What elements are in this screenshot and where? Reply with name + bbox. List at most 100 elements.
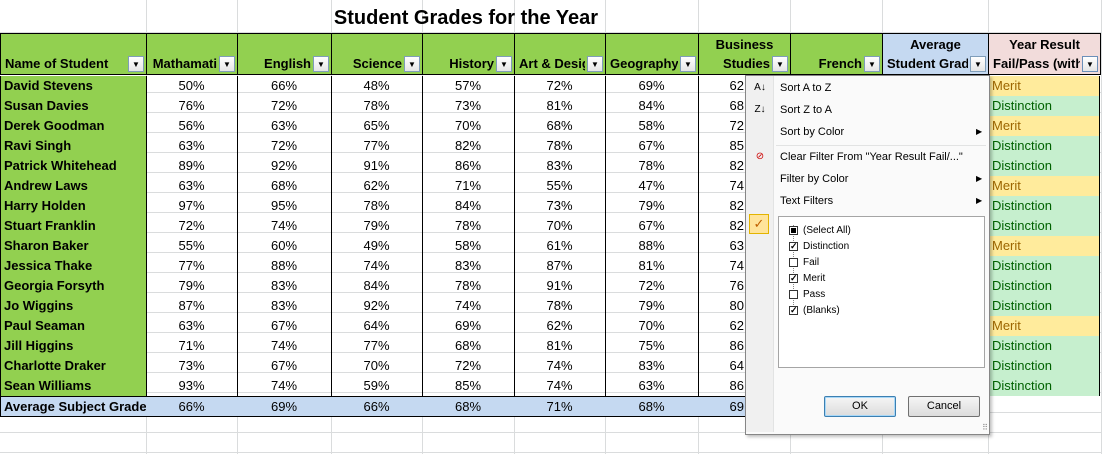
score-cell[interactable]: 62%	[331, 176, 423, 196]
checkbox[interactable]	[789, 258, 798, 267]
score-cell[interactable]: 74%	[422, 296, 515, 316]
year-result-cell[interactable]: Distinction	[988, 356, 1100, 376]
student-name-cell[interactable]: David Stevens	[0, 76, 147, 96]
score-cell[interactable]: 86%	[422, 156, 515, 176]
year-result-cell[interactable]: Distinction	[988, 136, 1100, 156]
student-name-cell[interactable]: Susan Davies	[0, 96, 147, 116]
score-cell[interactable]: 91%	[331, 156, 423, 176]
student-name-cell[interactable]: Sean Williams	[0, 376, 147, 396]
score-cell[interactable]: 63%	[146, 136, 238, 156]
year-result-cell[interactable]: Merit	[988, 236, 1100, 256]
student-name-cell[interactable]: Charlotte Draker	[0, 356, 147, 376]
score-cell[interactable]: 74%	[514, 376, 606, 396]
score-cell[interactable]: 80	[729, 298, 744, 313]
menu-clear-filter[interactable]: Clear Filter From "Year Result Fail/..."	[780, 151, 963, 163]
filter-item[interactable]: Merit	[789, 271, 825, 287]
score-cell[interactable]: 66%	[237, 76, 332, 96]
score-cell[interactable]: 76	[729, 278, 744, 293]
score-cell[interactable]: 84%	[331, 276, 423, 296]
score-cell[interactable]: 78%	[331, 96, 423, 116]
average-score-cell[interactable]: 68%	[422, 396, 515, 417]
student-name-cell[interactable]: Jill Higgins	[0, 336, 147, 356]
filter-item[interactable]: Fail	[789, 255, 819, 271]
score-cell[interactable]: 70%	[331, 356, 423, 376]
score-cell[interactable]: 50%	[146, 76, 238, 96]
score-cell[interactable]: 72%	[422, 356, 515, 376]
ok-button[interactable]: OK	[824, 396, 896, 417]
score-cell[interactable]: 72%	[237, 96, 332, 116]
average-score-cell[interactable]: 66%	[331, 396, 423, 417]
score-cell[interactable]: 65%	[331, 116, 423, 136]
score-cell[interactable]: 71%	[422, 176, 515, 196]
score-cell[interactable]: 67%	[605, 216, 699, 236]
score-cell[interactable]: 72%	[605, 276, 699, 296]
score-cell[interactable]: 73%	[422, 96, 515, 116]
header-history[interactable]: History ▼	[422, 33, 515, 75]
score-cell[interactable]: 84%	[422, 196, 515, 216]
score-cell[interactable]: 72	[729, 118, 744, 133]
student-name-cell[interactable]: Jo Wiggins	[0, 296, 147, 316]
score-cell[interactable]: 77%	[331, 336, 423, 356]
score-cell[interactable]: 69%	[605, 76, 699, 96]
student-name-cell[interactable]: Ravi Singh	[0, 136, 147, 156]
score-cell[interactable]: 87%	[514, 256, 606, 276]
score-cell[interactable]: 72%	[237, 136, 332, 156]
score-cell[interactable]: 72%	[146, 216, 238, 236]
score-cell[interactable]: 88%	[237, 256, 332, 276]
score-cell[interactable]: 89%	[146, 156, 238, 176]
score-cell[interactable]: 81%	[514, 336, 606, 356]
score-cell[interactable]: 74%	[514, 356, 606, 376]
score-cell[interactable]: 63	[729, 238, 744, 253]
score-cell[interactable]: 78%	[422, 276, 515, 296]
average-score-cell[interactable]: 66%	[146, 396, 238, 417]
score-cell[interactable]: 87%	[146, 296, 238, 316]
score-cell[interactable]: 79%	[605, 196, 699, 216]
header-name-of-student[interactable]: Name of Student ▼	[0, 33, 147, 75]
filter-dropdown-button[interactable]: ▼	[970, 56, 986, 72]
score-cell[interactable]: 63%	[146, 316, 238, 336]
score-cell[interactable]: 83%	[237, 276, 332, 296]
score-cell[interactable]: 74%	[331, 256, 423, 276]
score-cell[interactable]: 74%	[237, 376, 332, 396]
score-cell[interactable]: 55%	[514, 176, 606, 196]
score-cell[interactable]: 61%	[514, 236, 606, 256]
score-cell[interactable]: 68%	[237, 176, 332, 196]
average-score-cell[interactable]: 71%	[514, 396, 606, 417]
score-cell[interactable]: 74%	[237, 336, 332, 356]
score-cell[interactable]: 60%	[237, 236, 332, 256]
score-cell[interactable]: 76%	[146, 96, 238, 116]
score-cell[interactable]: 79%	[605, 296, 699, 316]
score-cell[interactable]: 70%	[605, 316, 699, 336]
score-cell[interactable]: 49%	[331, 236, 423, 256]
score-cell[interactable]: 97%	[146, 196, 238, 216]
checkbox[interactable]	[789, 290, 798, 299]
year-result-cell[interactable]: Distinction	[988, 196, 1100, 216]
score-cell[interactable]: 68	[729, 98, 744, 113]
score-cell[interactable]: 63%	[237, 116, 332, 136]
average-score-cell[interactable]: 69	[698, 396, 746, 417]
filter-dropdown-button[interactable]: ▼	[128, 56, 144, 72]
score-cell[interactable]: 73%	[146, 356, 238, 376]
checkbox[interactable]	[789, 274, 798, 283]
score-cell[interactable]: 81%	[605, 256, 699, 276]
score-cell[interactable]: 81%	[514, 96, 606, 116]
score-cell[interactable]: 63%	[146, 176, 238, 196]
header-average-student-grade[interactable]: Average Student Grad ▼	[882, 33, 989, 75]
filter-dropdown-button[interactable]: ▼	[496, 56, 512, 72]
menu-sort-by-color[interactable]: Sort by Color ▶	[780, 122, 982, 142]
score-cell[interactable]: 83%	[422, 256, 515, 276]
score-cell[interactable]: 62%	[514, 316, 606, 336]
year-result-cell[interactable]: Distinction	[988, 376, 1100, 396]
score-cell[interactable]: 58%	[605, 116, 699, 136]
year-result-cell[interactable]: Distinction	[988, 296, 1100, 316]
year-result-cell[interactable]: Distinction	[988, 216, 1100, 236]
header-mathematics[interactable]: Mathamati ▼	[146, 33, 238, 75]
score-cell[interactable]: 86	[729, 378, 744, 393]
student-name-cell[interactable]: Georgia Forsyth	[0, 276, 147, 296]
average-score-cell[interactable]: 68%	[605, 396, 699, 417]
header-french[interactable]: French ▼	[790, 33, 883, 75]
score-cell[interactable]: 62	[729, 318, 744, 333]
score-cell[interactable]: 79%	[331, 216, 423, 236]
score-cell[interactable]: 79%	[146, 276, 238, 296]
student-name-cell[interactable]: Patrick Whitehead	[0, 156, 147, 176]
